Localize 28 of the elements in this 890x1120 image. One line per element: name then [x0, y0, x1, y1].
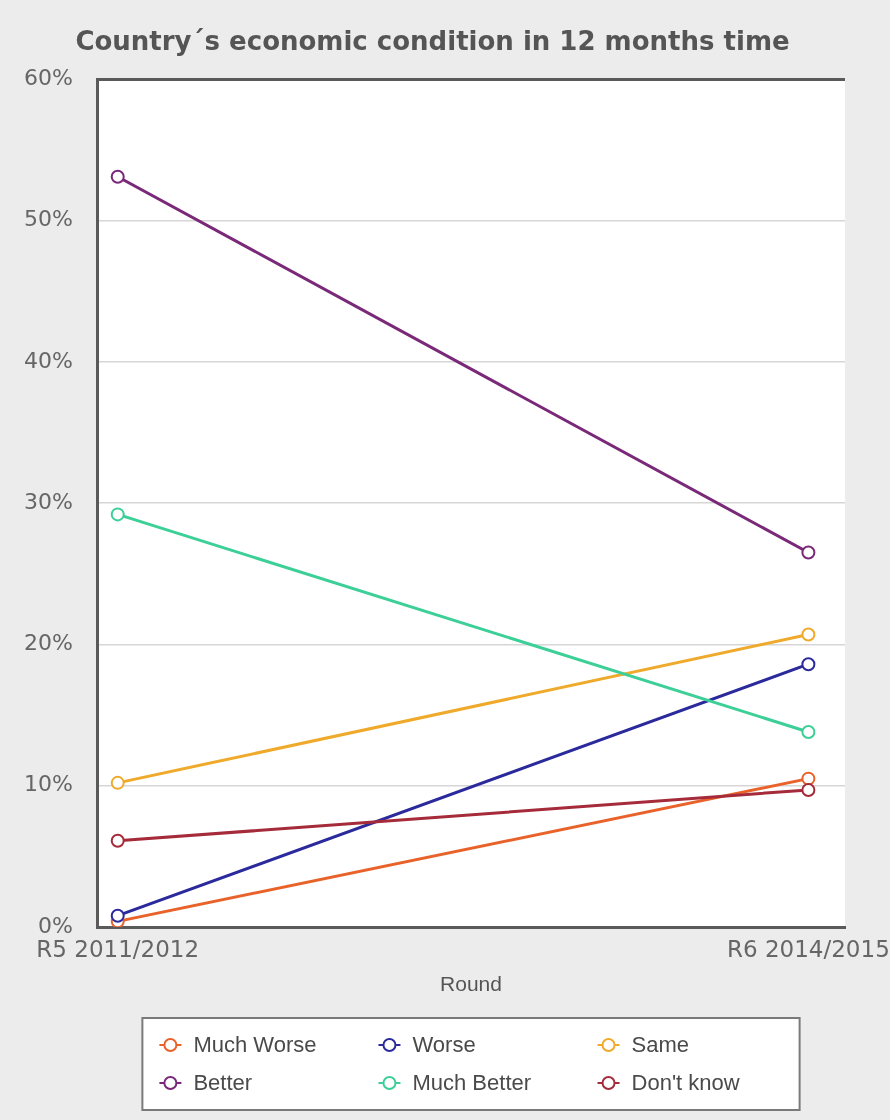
- legend-label: Same: [631, 1032, 690, 1058]
- legend-label: Much Worse: [193, 1032, 317, 1058]
- legend-label: Worse: [412, 1032, 476, 1058]
- y-tick-label: 0%: [38, 912, 73, 938]
- y-tick-label: 30%: [24, 488, 73, 514]
- point: [801, 545, 816, 560]
- point: [801, 657, 816, 672]
- point: [801, 725, 816, 740]
- point: [801, 782, 816, 797]
- point: [110, 169, 125, 184]
- chart-title: Country´s economic condition in 12 months time: [75, 26, 790, 57]
- y-tick-label: 40%: [24, 347, 73, 373]
- x-tick-label: R5 2011/2012: [36, 935, 200, 962]
- y-tick-label: 50%: [24, 206, 73, 232]
- y-tick-label: 10%: [24, 771, 73, 797]
- point: [110, 507, 125, 522]
- point: [801, 627, 816, 642]
- point: [110, 775, 125, 790]
- point: [110, 908, 125, 923]
- legend-label: Don't know: [631, 1070, 740, 1096]
- point: [801, 771, 816, 786]
- legend-label: Better: [193, 1070, 253, 1096]
- y-tick-label: 60%: [24, 64, 73, 90]
- legend-label: Much Better: [412, 1070, 532, 1096]
- x-axis-title: Round: [440, 972, 502, 996]
- point: [110, 833, 125, 848]
- x-tick-label: R6 2014/2015: [727, 935, 890, 962]
- y-tick-label: 20%: [24, 630, 73, 656]
